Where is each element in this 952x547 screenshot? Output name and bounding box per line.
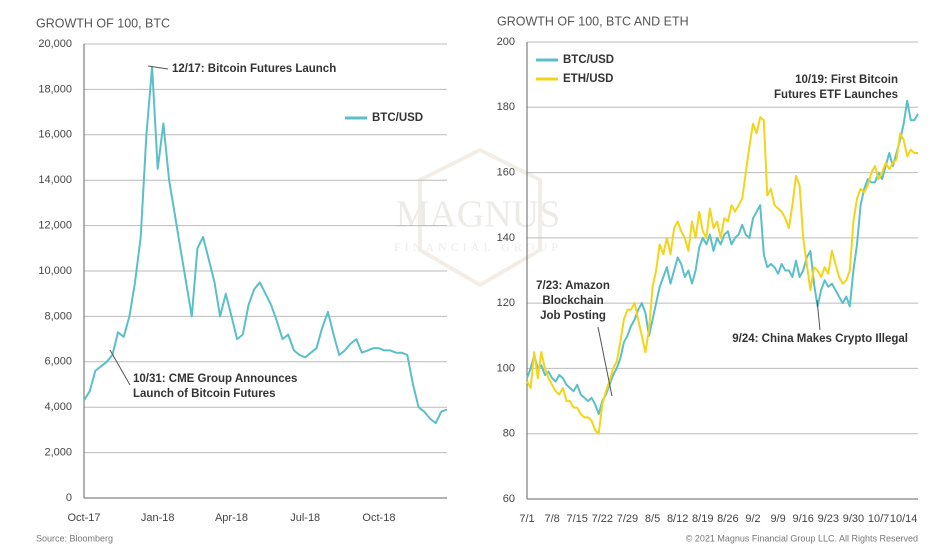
watermark-name: MAGNUS xyxy=(396,194,561,236)
y-tick-label: 2,000 xyxy=(44,447,72,459)
x-tick-label: Oct-17 xyxy=(67,512,100,524)
x-tick-label: 9/16 xyxy=(793,513,814,525)
y-tick-label: 4,000 xyxy=(44,401,72,413)
y-tick-label: 14,000 xyxy=(38,174,72,186)
annotation-pointer xyxy=(109,349,131,386)
y-tick-label: 160 xyxy=(497,166,515,178)
y-tick-label: 120 xyxy=(497,297,515,309)
y-tick-label: 12,000 xyxy=(38,220,72,232)
annotation-pointer xyxy=(816,299,821,331)
y-tick-label: 200 xyxy=(497,36,515,48)
x-tick-label: 9/2 xyxy=(745,513,760,525)
annotation: 10/19: First Bitcoin xyxy=(795,74,898,86)
x-tick-label: 8/26 xyxy=(717,513,738,525)
annotation: Job Posting xyxy=(540,310,606,322)
copyright: © 2021 Magnus Financial Group LLC. All R… xyxy=(686,533,918,543)
series-line xyxy=(526,116,918,435)
x-tick-label: 7/8 xyxy=(544,513,559,525)
x-tick-label: Apr-18 xyxy=(215,512,248,524)
x-tick-label: Jul-18 xyxy=(290,512,320,524)
watermark-sub: FINANCIAL GROUP xyxy=(394,240,562,254)
series-line xyxy=(83,65,448,425)
chart-title: GROWTH OF 100, BTC xyxy=(36,16,170,30)
annotation: Blockchain xyxy=(542,295,603,307)
y-tick-label: 20,000 xyxy=(38,38,72,50)
y-tick-label: 140 xyxy=(497,232,515,244)
legend-label: ETH/USD xyxy=(563,73,613,85)
y-tick-label: 60 xyxy=(503,493,515,505)
annotation: 9/24: China Makes Crypto Illegal xyxy=(732,333,908,345)
x-tick-label: 9/9 xyxy=(770,513,785,525)
legend-label: BTC/USD xyxy=(563,54,614,66)
source: Source: Bloomberg xyxy=(36,533,113,543)
series-line xyxy=(526,99,919,416)
annotation: 12/17: Bitcoin Futures Launch xyxy=(172,63,336,75)
y-tick-label: 180 xyxy=(497,101,515,113)
x-tick-label: Oct-18 xyxy=(362,512,395,524)
annotation-pointer xyxy=(597,326,613,397)
x-tick-label: 7/22 xyxy=(592,513,613,525)
annotation-pointer xyxy=(147,65,169,70)
y-tick-label: 8,000 xyxy=(44,310,72,322)
x-tick-label: 7/15 xyxy=(567,513,588,525)
x-tick-label: 8/19 xyxy=(692,513,713,525)
x-tick-label: 7/1 xyxy=(519,513,534,525)
x-tick-label: 10/14 xyxy=(890,513,918,525)
legend-label: BTC/USD xyxy=(372,112,423,124)
x-tick-label: 10/7 xyxy=(868,513,889,525)
annotation: Launch of Bitcoin Futures xyxy=(133,388,275,400)
y-tick-label: 16,000 xyxy=(38,129,72,141)
y-tick-label: 80 xyxy=(503,428,515,440)
y-tick-label: 100 xyxy=(497,362,515,374)
annotation: 10/31: CME Group Announces xyxy=(133,373,297,385)
annotation: 7/23: Amazon xyxy=(536,280,610,292)
x-tick-label: 8/12 xyxy=(667,513,688,525)
annotation: Futures ETF Launches xyxy=(774,89,898,101)
x-tick-label: 8/5 xyxy=(645,513,660,525)
chart-title: GROWTH OF 100, BTC AND ETH xyxy=(497,14,689,28)
y-tick-label: 0 xyxy=(66,492,72,504)
x-tick-label: 9/23 xyxy=(818,513,839,525)
watermark: MAGNUS FINANCIAL GROUP xyxy=(394,147,562,288)
y-tick-label: 6,000 xyxy=(44,356,72,368)
y-tick-label: 10,000 xyxy=(38,265,72,277)
x-tick-label: Jan-18 xyxy=(141,512,175,524)
y-tick-label: 18,000 xyxy=(38,83,72,95)
x-tick-label: 9/30 xyxy=(843,513,864,525)
x-tick-label: 7/29 xyxy=(617,513,638,525)
